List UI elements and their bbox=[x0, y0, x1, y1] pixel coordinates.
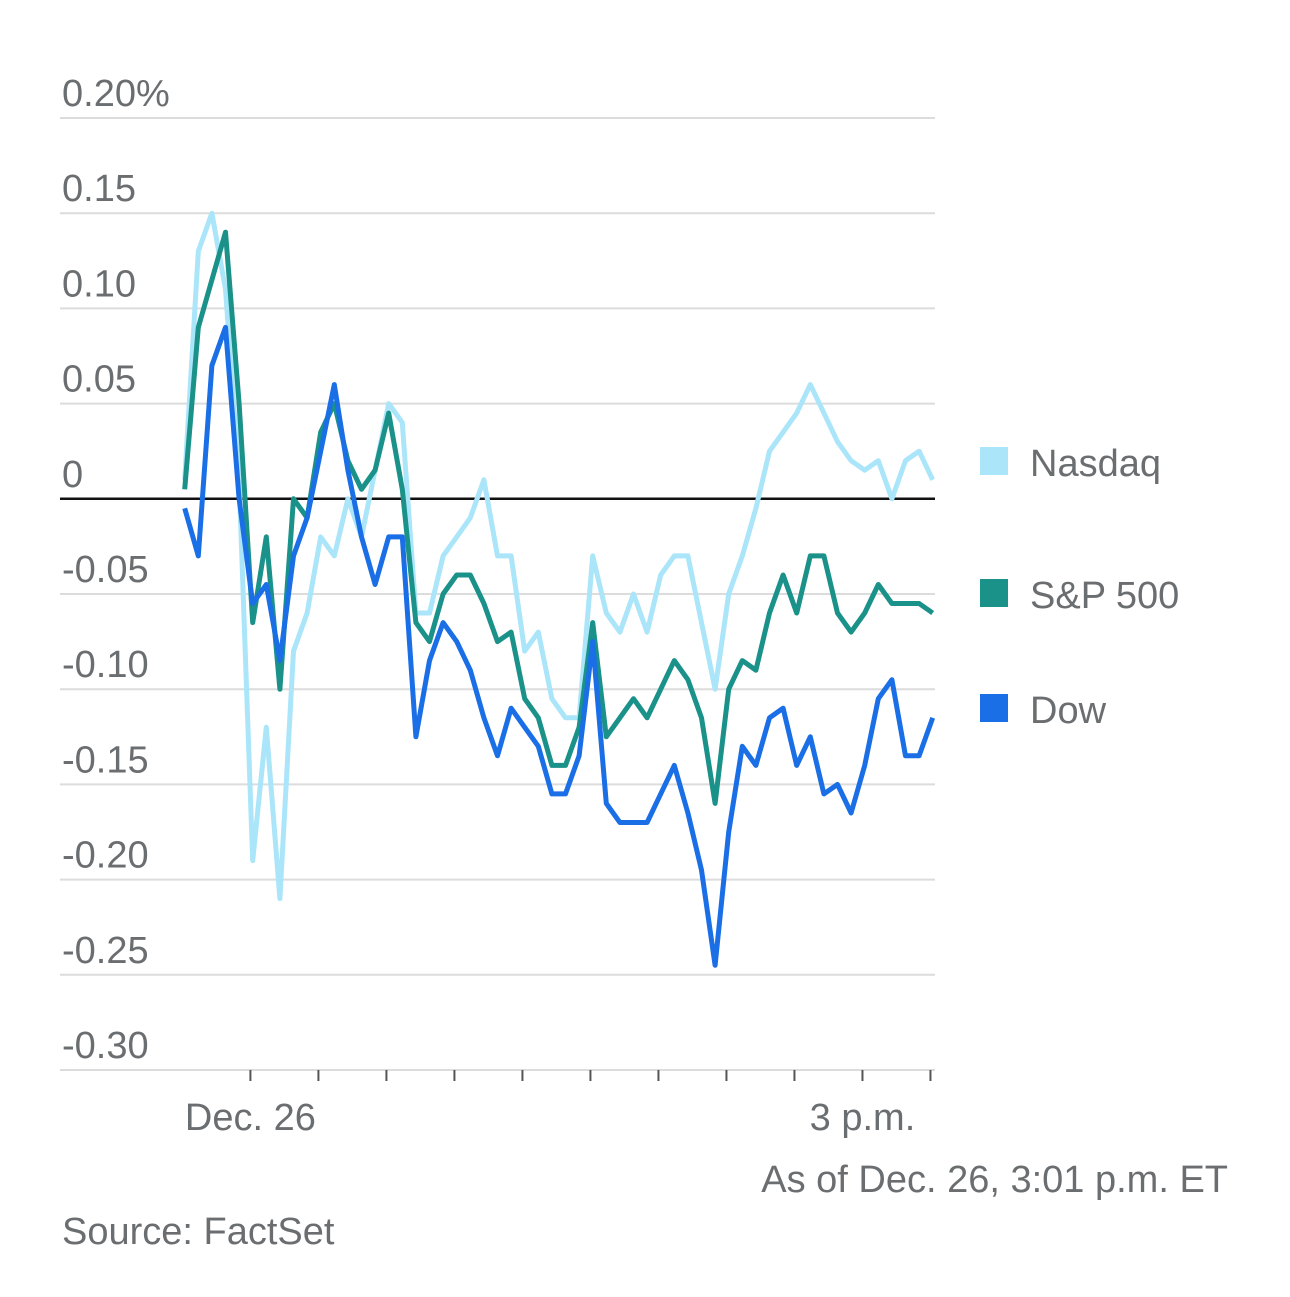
y-tick-label: -0.20 bbox=[62, 835, 149, 877]
legend-label: S&P 500 bbox=[1030, 575, 1179, 617]
line bbox=[182, 229, 935, 806]
y-tick-label: 0.20% bbox=[62, 73, 170, 115]
y-tick-label: 0.10 bbox=[62, 263, 136, 305]
y-tick-label: -0.10 bbox=[62, 644, 149, 686]
x-tick-label: Dec. 26 bbox=[185, 1097, 316, 1139]
line bbox=[182, 324, 936, 968]
legend-swatch bbox=[980, 694, 1008, 722]
source: Source: FactSet bbox=[62, 1211, 335, 1253]
legend-swatch bbox=[980, 447, 1008, 475]
y-tick-label: 0.05 bbox=[62, 359, 136, 401]
y-tick-label: -0.15 bbox=[62, 739, 149, 781]
y-tick-label: -0.30 bbox=[62, 1025, 149, 1067]
line bbox=[182, 210, 935, 902]
legend-swatch bbox=[980, 579, 1008, 607]
x-tick-label: 3 p.m. bbox=[810, 1097, 916, 1139]
legend-label: Dow bbox=[1030, 690, 1107, 732]
y-tick-label: -0.25 bbox=[62, 930, 149, 972]
note: As of Dec. 26, 3:01 p.m. ET bbox=[761, 1159, 1228, 1201]
y-tick-label: -0.05 bbox=[62, 549, 149, 591]
legend-label: Nasdaq bbox=[1030, 443, 1161, 485]
y-tick-label: 0 bbox=[62, 454, 83, 496]
y-tick-label: 0.15 bbox=[62, 168, 136, 210]
